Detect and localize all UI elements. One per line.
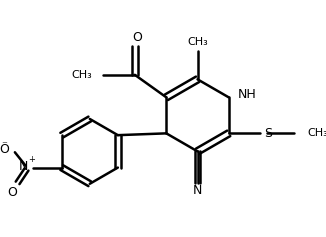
Text: ⁻: ⁻ — [1, 140, 7, 150]
Text: O: O — [7, 186, 17, 199]
Text: N: N — [19, 160, 28, 173]
Text: CH₃: CH₃ — [187, 37, 208, 47]
Text: O: O — [0, 143, 9, 156]
Text: CH₃: CH₃ — [307, 128, 326, 138]
Text: O: O — [133, 32, 142, 44]
Text: CH₃: CH₃ — [72, 70, 93, 80]
Text: +: + — [29, 155, 36, 164]
Text: N: N — [193, 184, 202, 197]
Text: NH: NH — [238, 88, 257, 101]
Text: S: S — [264, 127, 272, 140]
